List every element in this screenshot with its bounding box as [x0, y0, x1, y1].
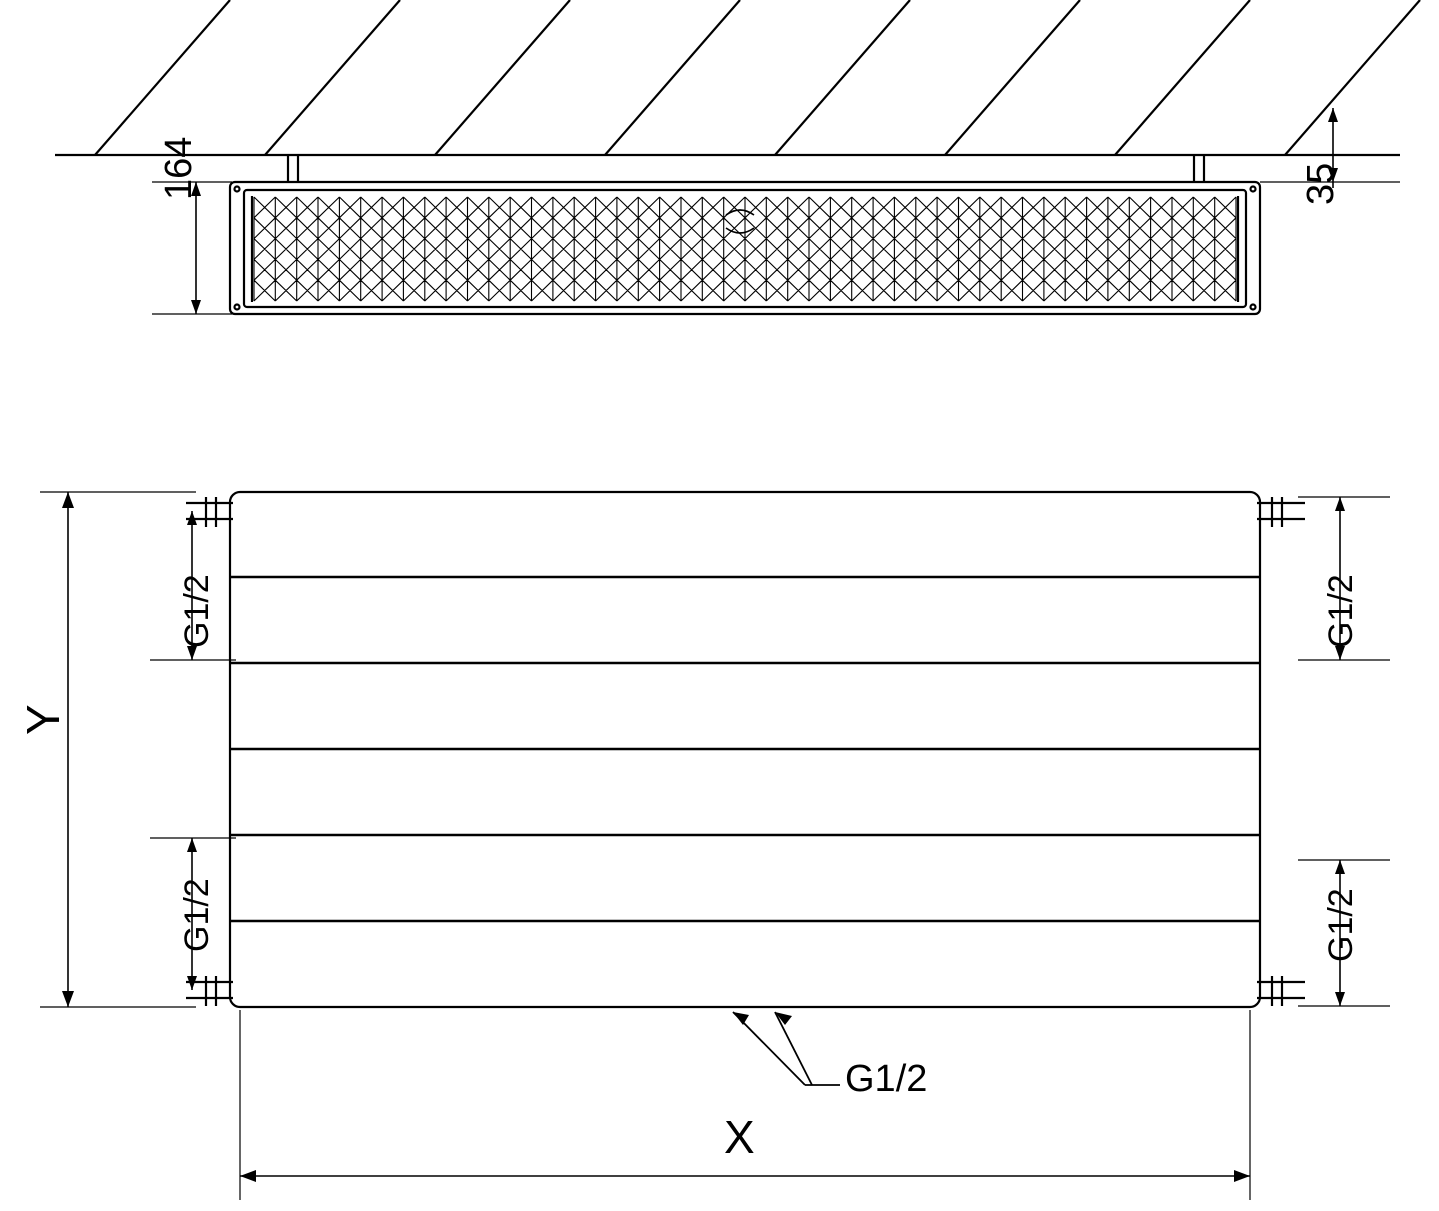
dimension-label-X: X — [724, 1111, 755, 1163]
panel-grooves — [230, 575, 1260, 923]
dimension-Y — [40, 491, 196, 1008]
dimension-X — [239, 1010, 1251, 1200]
leader-g12-bottom-center — [732, 1011, 840, 1086]
dim-g12-top-left — [150, 511, 236, 661]
radiator-section-outline — [228, 180, 1262, 316]
dim-g12-bottom-left — [150, 837, 236, 990]
label-g12-top-right: G1/2 — [1322, 574, 1360, 648]
dimension-label-164: 164 — [158, 136, 200, 200]
label-g12-bottom-center: G1/2 — [845, 1058, 928, 1100]
wall-hatching — [55, 0, 1421, 157]
dimension-164 — [152, 181, 232, 315]
label-g12-top-left: G1/2 — [178, 574, 216, 648]
convector-fins — [253, 196, 1237, 302]
label-g12-bottom-left: G1/2 — [178, 878, 216, 952]
dimension-label-Y: Y — [17, 704, 69, 735]
wall-brackets — [286, 155, 1206, 182]
label-g12-bottom-right: G1/2 — [1322, 888, 1360, 962]
dim-g12-top-right — [1298, 496, 1390, 661]
dim-g12-bottom-right — [1298, 859, 1390, 1007]
dimension-label-35: 35 — [1300, 162, 1342, 205]
dimension-35 — [1260, 108, 1400, 188]
connection-stubs — [186, 497, 1305, 1006]
